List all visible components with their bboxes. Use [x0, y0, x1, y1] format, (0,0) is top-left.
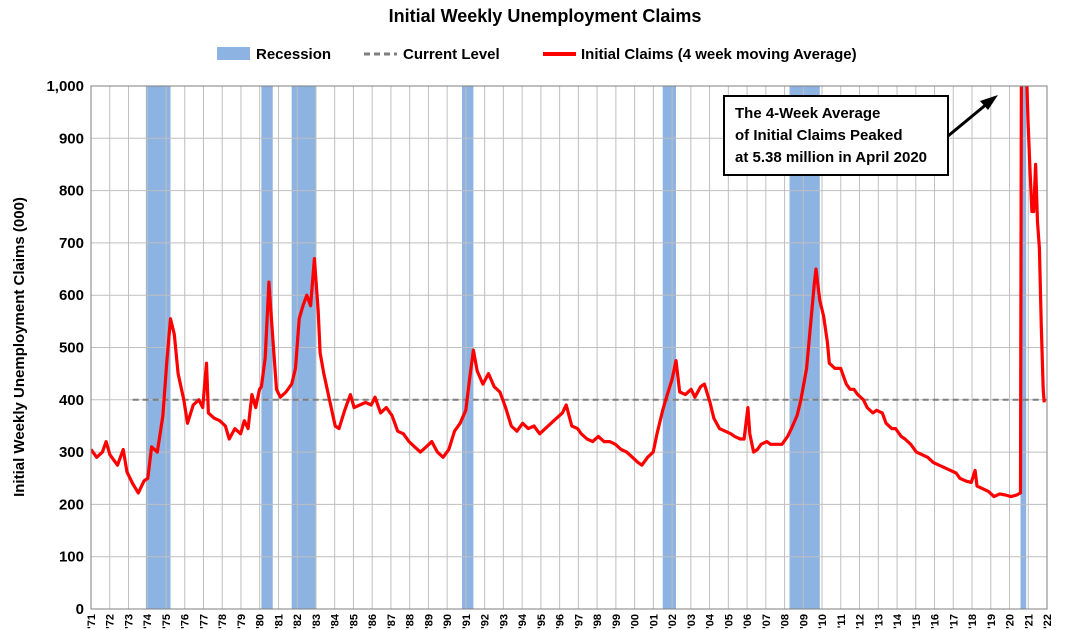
- x-tick-label: '95: [536, 614, 548, 629]
- x-tick-label: '99: [611, 614, 623, 629]
- y-tick-label: 400: [59, 392, 84, 409]
- x-tick-label: '01: [648, 614, 660, 629]
- y-tick-label: 500: [59, 340, 84, 357]
- x-tick-label: '77: [198, 614, 210, 629]
- x-tick-label: '17: [948, 614, 960, 629]
- x-tick-label: '08: [780, 614, 792, 629]
- x-tick-label: '88: [405, 614, 417, 629]
- x-tick-label: '80: [255, 614, 267, 629]
- annotation-arrow-shaft: [947, 101, 989, 138]
- legend-swatch-recession: [217, 47, 250, 60]
- y-tick-label: 800: [59, 183, 84, 200]
- x-tick-label: '84: [330, 613, 342, 629]
- plot-frame: [90, 85, 1048, 610]
- x-tick-label: '92: [480, 614, 492, 629]
- y-tick-label: 600: [59, 287, 84, 304]
- chart-title: Initial Weekly Unemployment Claims: [389, 6, 702, 26]
- x-tick-label: '03: [686, 614, 698, 629]
- x-tick-label: '15: [911, 614, 923, 629]
- y-tick-label: 700: [59, 235, 84, 252]
- x-tick-label: '20: [1005, 614, 1017, 629]
- annotation-line-3: at 5.38 million in April 2020: [735, 149, 927, 166]
- legend: Recession Current Level Initial Claims (…: [217, 46, 857, 63]
- y-tick-label: 100: [59, 549, 84, 566]
- annotation: The 4-Week Average of Initial Claims Pea…: [723, 95, 998, 176]
- x-tick-label: '94: [517, 613, 529, 629]
- x-tick-label: '72: [105, 614, 117, 629]
- x-tick-label: '74: [142, 613, 154, 629]
- x-tick-label: '16: [930, 614, 942, 629]
- x-tick-label: '11: [836, 614, 848, 628]
- x-tick-label: '97: [573, 614, 585, 629]
- x-tick-label: '13: [873, 614, 885, 629]
- y-tick-label: 300: [59, 444, 84, 461]
- x-tick-label: '89: [423, 614, 435, 629]
- x-tick-label: '76: [180, 614, 192, 629]
- series-line-initial-claims: [91, 86, 1046, 499]
- x-tick-label: '07: [761, 614, 773, 629]
- x-tick-label: '96: [555, 614, 567, 629]
- x-tick-label: '98: [592, 614, 604, 629]
- x-tick-label: '06: [742, 614, 754, 629]
- x-tick-label: '10: [817, 614, 829, 629]
- x-tick-label: '81: [273, 614, 285, 629]
- x-tick-label: '93: [498, 614, 510, 629]
- x-tick-label: '78: [217, 614, 229, 629]
- legend-label-recession: Recession: [256, 46, 331, 63]
- x-tick-label: '04: [705, 613, 717, 629]
- legend-label-initial-claims: Initial Claims (4 week moving Average): [581, 46, 857, 63]
- y-axis-label: Initial Weekly Unemployment Claims (000): [11, 197, 28, 497]
- y-tick-label: 1,000: [46, 78, 84, 95]
- y-axis-ticks: 0 100 200 300 400 500 600 700 800 900 1,000: [46, 78, 84, 618]
- x-tick-label: '12: [855, 614, 867, 629]
- x-tick-label: '18: [967, 614, 979, 629]
- x-tick-label: '19: [986, 614, 998, 629]
- legend-label-current-level: Current Level: [403, 46, 500, 63]
- plot-area: [90, 85, 1048, 610]
- x-tick-label: '02: [667, 614, 679, 629]
- x-tick-label: '14: [892, 613, 904, 629]
- y-tick-label: 200: [59, 496, 84, 513]
- x-tick-label: '75: [161, 614, 173, 629]
- y-tick-label: 0: [76, 601, 84, 618]
- annotation-arrowhead: [980, 95, 998, 110]
- x-tick-label: '86: [367, 614, 379, 629]
- x-tick-label: '71: [86, 614, 98, 629]
- x-tick-label: '85: [348, 614, 360, 629]
- x-tick-label: '79: [236, 614, 248, 629]
- x-axis-ticks: '71 '72 '73 '74 '75 '76 '77 '78 '79 '80 '81 '82 '83 '…: [86, 613, 1054, 629]
- x-tick-label: '21: [1023, 614, 1035, 629]
- x-tick-label: '83: [311, 614, 323, 629]
- x-tick-label: '00: [630, 614, 642, 629]
- x-tick-label: '73: [123, 614, 135, 629]
- x-tick-label: '87: [386, 614, 398, 629]
- x-tick-label: '82: [292, 614, 304, 629]
- x-tick-label: '05: [723, 614, 735, 629]
- x-tick-label: '22: [1042, 614, 1054, 629]
- annotation-line-2: of Initial Claims Peaked: [735, 127, 903, 144]
- x-tick-label: '09: [798, 614, 810, 629]
- annotation-line-1: The 4-Week Average: [735, 105, 880, 122]
- y-tick-label: 900: [59, 130, 84, 147]
- x-tick-label: '90: [442, 614, 454, 629]
- x-tick-label: '91: [461, 614, 473, 629]
